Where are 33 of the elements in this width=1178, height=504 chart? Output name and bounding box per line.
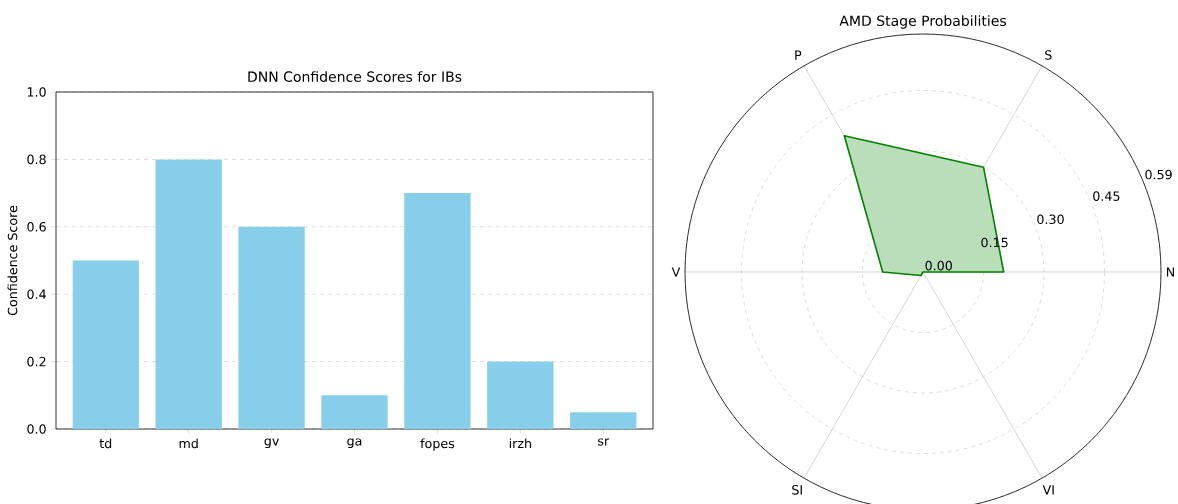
chart-title: AMD Stage Probabilities bbox=[839, 15, 1007, 29]
bar bbox=[570, 412, 637, 429]
y-tick-label: 0.0 bbox=[27, 424, 46, 434]
y-axis-title: Confidence Score bbox=[7, 205, 18, 316]
bar bbox=[238, 226, 305, 429]
x-tick-label: fopes bbox=[420, 438, 455, 451]
x-tick-label: sr bbox=[598, 438, 610, 446]
bar bbox=[72, 260, 139, 429]
y-tick-label: 0.8 bbox=[27, 154, 46, 165]
y-tick-label: 0.30 bbox=[1037, 214, 1064, 225]
y-tick-label: 0.6 bbox=[27, 222, 46, 232]
x-tick-label: ga bbox=[347, 438, 362, 449]
y-tick-label: 1.0 bbox=[27, 87, 46, 97]
spoke-label: P bbox=[795, 50, 802, 60]
x-tick-label: irzh bbox=[509, 438, 531, 448]
y-tick-label: 0.45 bbox=[1093, 191, 1120, 201]
spoke-label: N bbox=[1166, 267, 1174, 277]
spoke-label: V bbox=[671, 267, 681, 277]
y-tick-label: 0.00 bbox=[925, 260, 952, 271]
bar bbox=[155, 159, 222, 429]
bar bbox=[321, 395, 388, 429]
y-tick-label: 0.59 bbox=[1145, 169, 1172, 180]
x-tick-label: gv bbox=[264, 438, 279, 449]
chart-title: DNN Confidence Scores for IBs bbox=[248, 71, 462, 82]
y-tick-label: 0.2 bbox=[27, 356, 46, 367]
spoke-label: S bbox=[1045, 50, 1052, 60]
bar bbox=[487, 361, 554, 429]
y-tick-label: 0.4 bbox=[27, 289, 46, 299]
bar bbox=[404, 193, 471, 429]
spoke-label: VI bbox=[1042, 485, 1054, 495]
spoke-label: SI bbox=[792, 485, 802, 495]
x-tick-label: md bbox=[179, 438, 198, 449]
x-tick-label: td bbox=[99, 438, 112, 449]
